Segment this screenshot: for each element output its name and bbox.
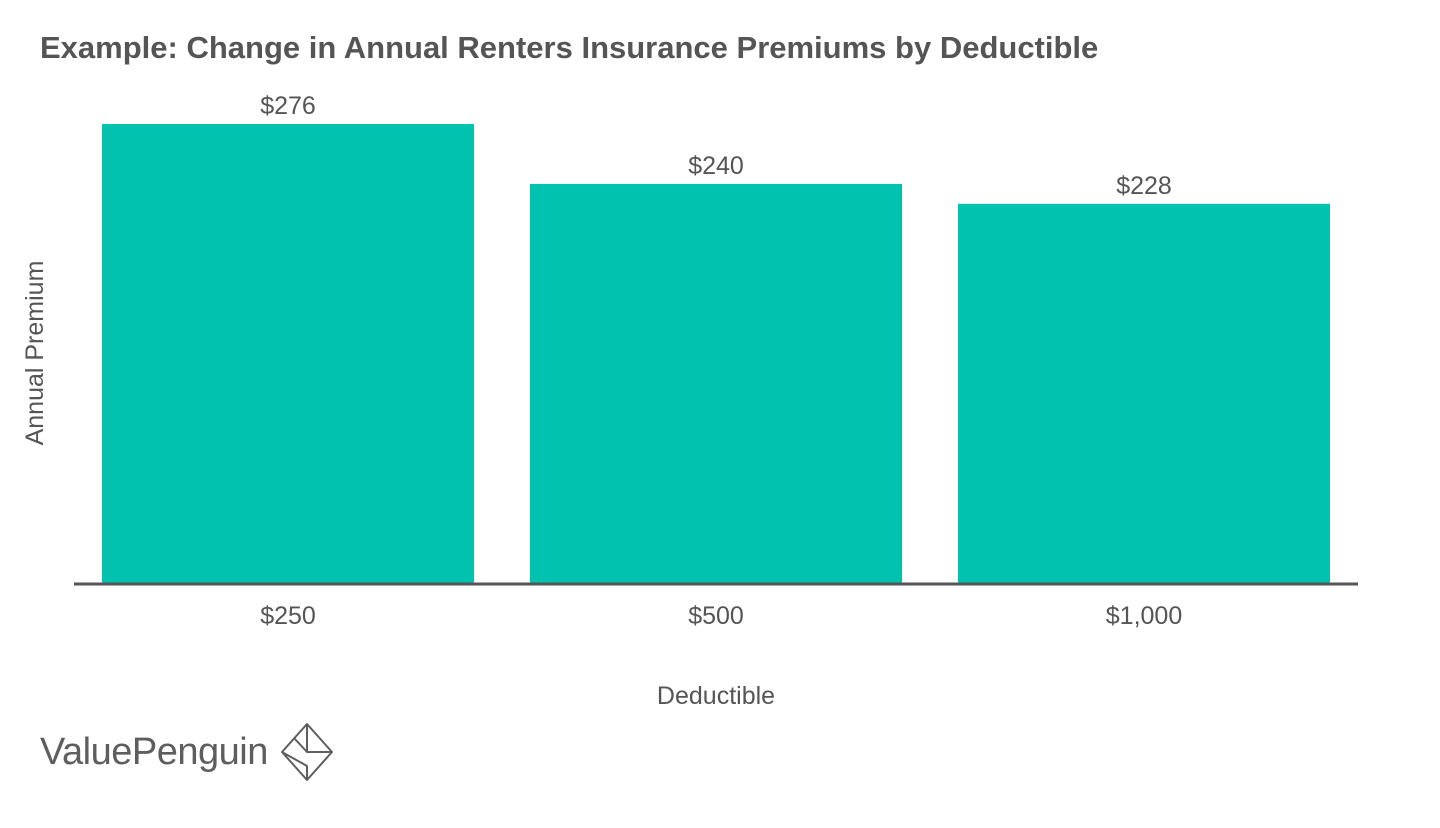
bar-2 (958, 203, 1330, 584)
data-label-1: $240 (688, 152, 744, 180)
x-tick-label-2: $1,000 (1106, 602, 1182, 630)
chart-title: Example: Change in Annual Renters Insura… (40, 30, 1099, 65)
logo-text: ValuePenguin (40, 730, 268, 773)
valuepenguin-logo: ValuePenguin (40, 722, 334, 782)
bar-chart: $276 $250 $240 $500 $228 $1,000 Deductible Annu… (21, 92, 1358, 710)
x-tick-label-1: $500 (688, 602, 744, 630)
penguin-diamond-icon (280, 723, 333, 781)
data-label-2: $228 (1116, 172, 1172, 200)
x-tick-label-0: $250 (260, 602, 316, 630)
bar-1 (530, 183, 902, 583)
bar-0 (102, 124, 474, 583)
x-axis-title: Deductible (657, 682, 775, 710)
y-axis-title: Annual Premium (21, 261, 49, 446)
data-label-0: $276 (260, 92, 316, 120)
